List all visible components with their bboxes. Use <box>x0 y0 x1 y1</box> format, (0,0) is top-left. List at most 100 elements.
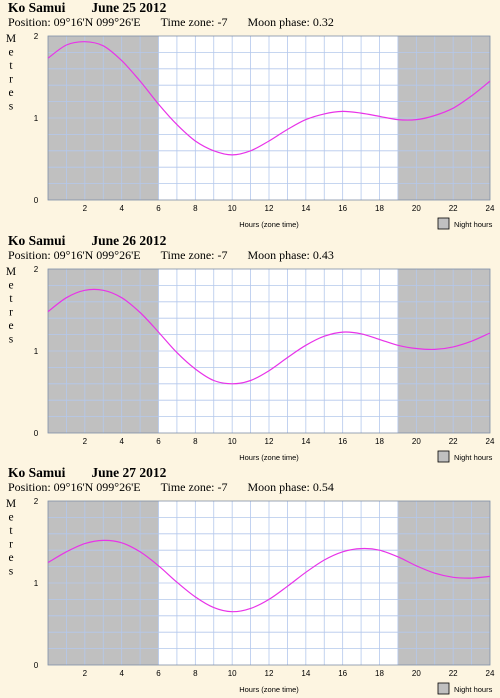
x-tick-label: 4 <box>119 669 124 678</box>
legend-label: Night hours <box>454 453 493 462</box>
timezone-text: Time zone: -7 <box>160 480 228 494</box>
x-tick-label: 6 <box>156 669 161 678</box>
x-tick-label: 6 <box>156 204 161 213</box>
tide-curve <box>47 539 491 613</box>
plot-border <box>47 268 491 434</box>
y-tick-label: 0 <box>34 661 39 670</box>
position-text: Position: 09°16'N 099°26'E <box>8 15 141 29</box>
timezone-text: Time zone: -7 <box>160 248 228 262</box>
y-axis-label-letter: M <box>6 266 16 278</box>
x-tick-label: 12 <box>265 669 274 678</box>
x-tick-label: 6 <box>156 437 161 446</box>
y-axis-label-letter: e <box>8 552 13 564</box>
legend-label: Night hours <box>454 220 493 229</box>
moon-phase-text: Moon phase: 0.43 <box>247 248 334 262</box>
x-tick-label: 24 <box>486 437 495 446</box>
x-tick-label: 18 <box>375 204 384 213</box>
x-tick-label: 12 <box>265 437 274 446</box>
y-tick-label: 2 <box>34 265 39 274</box>
x-tick-label: 4 <box>119 437 124 446</box>
x-tick-label: 2 <box>83 437 88 446</box>
y-tick-label: 2 <box>34 32 39 41</box>
y-axis-label-letter: e <box>8 512 13 524</box>
location-name: Ko Samui <box>8 0 66 15</box>
tide-curve <box>47 288 491 385</box>
x-tick-label: 14 <box>301 669 310 678</box>
position-text: Position: 09°16'N 099°26'E <box>8 480 141 494</box>
moon-phase-text: Moon phase: 0.32 <box>247 15 334 29</box>
y-axis-label-letter: M <box>6 498 16 510</box>
y-axis-label-letter: s <box>9 566 14 578</box>
y-axis-label-letter: r <box>9 307 13 319</box>
x-tick-label: 18 <box>375 437 384 446</box>
tide-panel-3: Ko Samui June 27 2012 Position: 09°16'N 0… <box>0 465 500 698</box>
date-label: June 26 2012 <box>91 233 167 248</box>
y-axis-label-letter: e <box>8 320 13 332</box>
y-axis-label-letter: t <box>9 60 13 72</box>
x-axis-label: Hours (zone time) <box>239 220 299 229</box>
y-axis-label-letter: e <box>8 47 13 59</box>
panel-title: Ko Samui June 26 2012 <box>8 233 166 249</box>
y-axis-label-letter: M <box>6 33 16 45</box>
date-label: June 25 2012 <box>91 0 167 15</box>
legend-label: Night hours <box>454 685 493 694</box>
y-tick-label: 0 <box>34 196 39 205</box>
plot-border <box>47 500 491 666</box>
x-tick-label: 24 <box>486 204 495 213</box>
x-tick-label: 16 <box>338 437 347 446</box>
y-axis-label-letter: t <box>9 293 13 305</box>
x-tick-label: 14 <box>301 204 310 213</box>
y-axis-label-letter: s <box>9 334 14 346</box>
tide-curve <box>47 41 491 156</box>
panel-title: Ko Samui June 25 2012 <box>8 0 166 16</box>
legend-swatch <box>437 217 450 230</box>
x-tick-label: 20 <box>412 669 421 678</box>
moon-phase-text: Moon phase: 0.54 <box>247 480 334 494</box>
date-label: June 27 2012 <box>91 465 167 480</box>
x-tick-label: 24 <box>486 669 495 678</box>
x-axis-label: Hours (zone time) <box>239 685 299 694</box>
panel-info: Position: 09°16'N 099°26'E Time zone: -7 M… <box>8 15 334 30</box>
location-name: Ko Samui <box>8 233 66 248</box>
y-tick-label: 1 <box>34 347 39 356</box>
x-tick-label: 10 <box>228 669 237 678</box>
x-tick-label: 20 <box>412 204 421 213</box>
x-tick-label: 4 <box>119 204 124 213</box>
x-tick-label: 22 <box>449 669 458 678</box>
position-text: Position: 09°16'N 099°26'E <box>8 248 141 262</box>
x-tick-label: 8 <box>193 437 198 446</box>
panel-title: Ko Samui June 27 2012 <box>8 465 166 481</box>
legend-swatch <box>437 450 450 463</box>
legend-swatch <box>437 682 450 695</box>
location-name: Ko Samui <box>8 465 66 480</box>
x-tick-label: 16 <box>338 204 347 213</box>
tide-panel-1: Ko Samui June 25 2012 Position: 09°16'N 0… <box>0 0 500 233</box>
y-tick-label: 2 <box>34 497 39 506</box>
timezone-text: Time zone: -7 <box>160 15 228 29</box>
x-tick-label: 10 <box>228 437 237 446</box>
y-axis-label-letter: e <box>8 280 13 292</box>
x-tick-label: 14 <box>301 437 310 446</box>
x-axis-label: Hours (zone time) <box>239 453 299 462</box>
panel-info: Position: 09°16'N 099°26'E Time zone: -7 M… <box>8 248 334 263</box>
x-tick-label: 16 <box>338 669 347 678</box>
y-tick-label: 0 <box>34 429 39 438</box>
y-axis-label-letter: e <box>8 87 13 99</box>
y-axis-label-letter: r <box>9 74 13 86</box>
y-axis-label-letter: s <box>9 101 14 113</box>
y-tick-label: 1 <box>34 114 39 123</box>
x-tick-label: 18 <box>375 669 384 678</box>
panel-info: Position: 09°16'N 099°26'E Time zone: -7 M… <box>8 480 334 495</box>
x-tick-label: 20 <box>412 437 421 446</box>
x-tick-label: 8 <box>193 669 198 678</box>
plot-border <box>47 35 491 201</box>
x-tick-label: 22 <box>449 204 458 213</box>
tide-panel-2: Ko Samui June 26 2012 Position: 09°16'N 0… <box>0 233 500 466</box>
y-axis-label-letter: r <box>9 539 13 551</box>
x-tick-label: 10 <box>228 204 237 213</box>
x-tick-label: 2 <box>83 669 88 678</box>
